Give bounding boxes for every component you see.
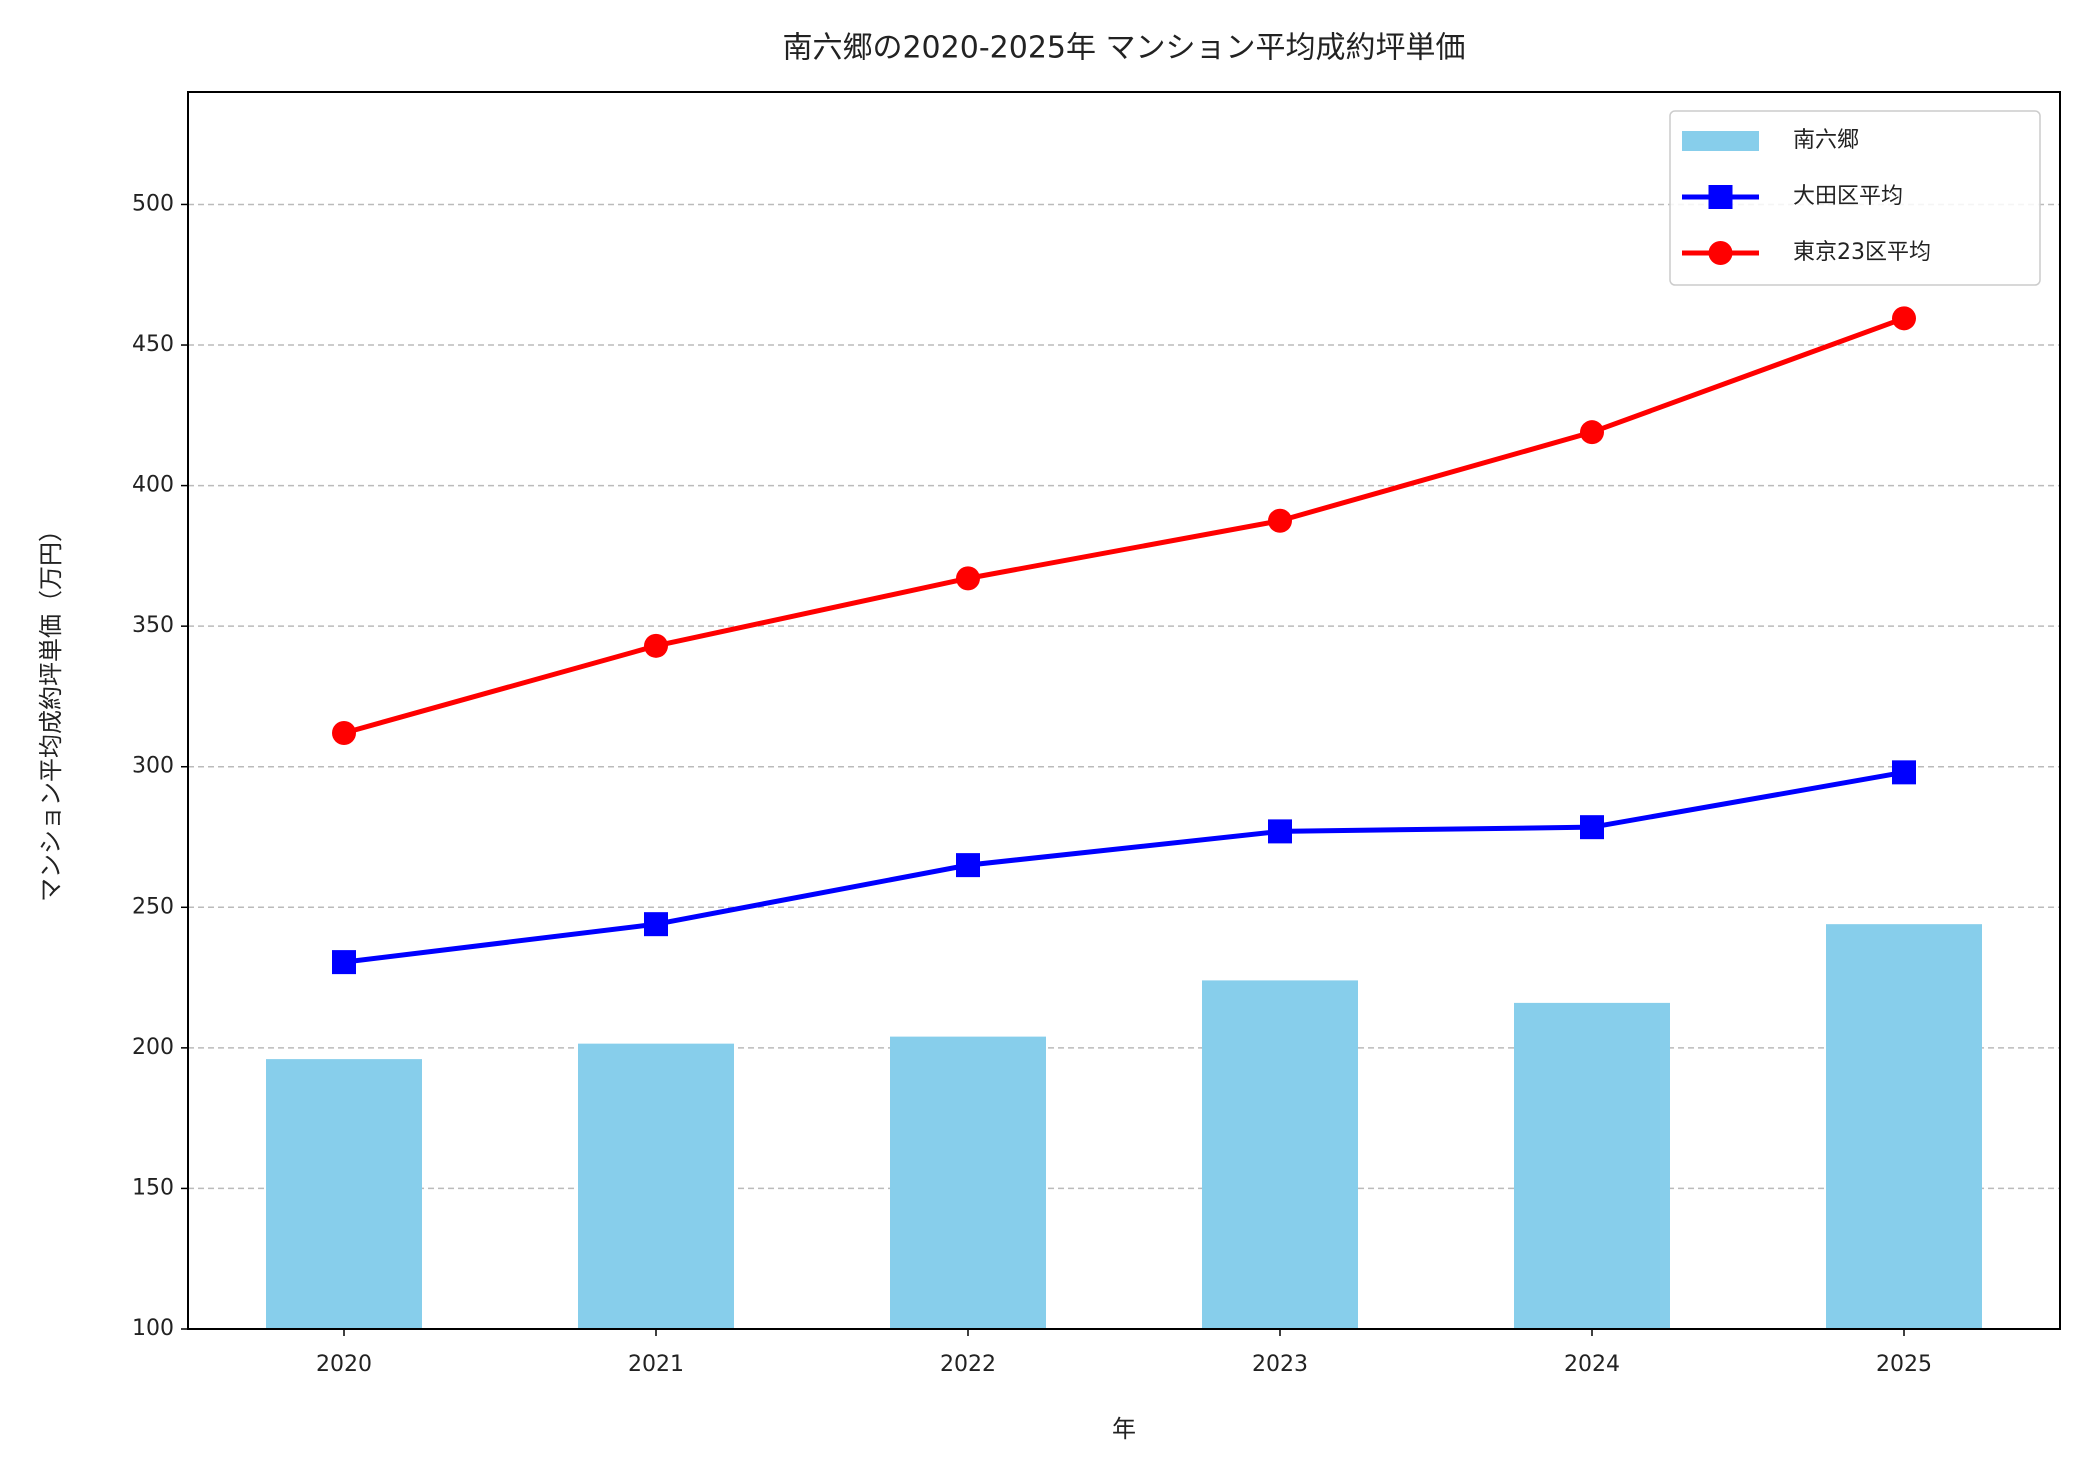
- y-tick-label: 100: [132, 1316, 174, 1341]
- marker: [956, 566, 980, 591]
- y-tick-label: 200: [132, 1035, 174, 1060]
- bar: [890, 1036, 1046, 1329]
- bar: [1514, 1002, 1670, 1329]
- marker: [1268, 819, 1292, 844]
- x-axis-label: 年: [1112, 1415, 1136, 1443]
- bar: [1826, 924, 1982, 1329]
- legend-label: 大田区平均: [1793, 184, 1903, 209]
- bar: [266, 1059, 422, 1329]
- y-tick-label: 400: [132, 473, 174, 498]
- marker: [644, 912, 668, 937]
- marker: [332, 950, 356, 975]
- y-axis-label: マンション平均成約坪単価（万円）: [37, 518, 65, 902]
- legend-box: [1669, 110, 2041, 286]
- x-tick-label: 2021: [628, 1352, 684, 1377]
- y-tick-label: 150: [132, 1175, 174, 1200]
- x-tick-label: 2022: [940, 1352, 996, 1377]
- line: [343, 769, 1905, 965]
- marker: [1580, 420, 1604, 445]
- legend-marker: [1708, 185, 1733, 209]
- x-tick-label: 2024: [1564, 1352, 1620, 1377]
- x-tick-label: 2023: [1252, 1352, 1308, 1377]
- y-tick-label: 350: [132, 613, 174, 638]
- line: [343, 315, 1905, 736]
- y-tick-label: 450: [132, 332, 174, 357]
- marker: [1580, 815, 1604, 840]
- bar: [1202, 980, 1358, 1329]
- x-tick-label: 2020: [316, 1352, 372, 1377]
- marker: [1892, 306, 1916, 331]
- y-tick-label: 250: [132, 894, 174, 919]
- plot-frame: [187, 91, 2061, 1330]
- marker: [1268, 508, 1292, 533]
- marker: [956, 853, 980, 878]
- legend-label: 南六郷: [1793, 128, 1859, 153]
- x-tick-label: 2025: [1876, 1352, 1932, 1377]
- y-tick-label: 500: [132, 191, 174, 216]
- chart-title: 南六郷の2020-2025年 マンション平均成約坪単価: [782, 31, 1465, 66]
- marker: [332, 720, 356, 745]
- legend-label: 東京23区平均: [1793, 240, 1931, 265]
- y-tick-label: 300: [132, 754, 174, 779]
- marker: [644, 633, 668, 658]
- legend-marker: [1708, 241, 1733, 265]
- legend-swatch: [1682, 131, 1759, 151]
- bar: [578, 1043, 734, 1329]
- marker: [1892, 760, 1916, 785]
